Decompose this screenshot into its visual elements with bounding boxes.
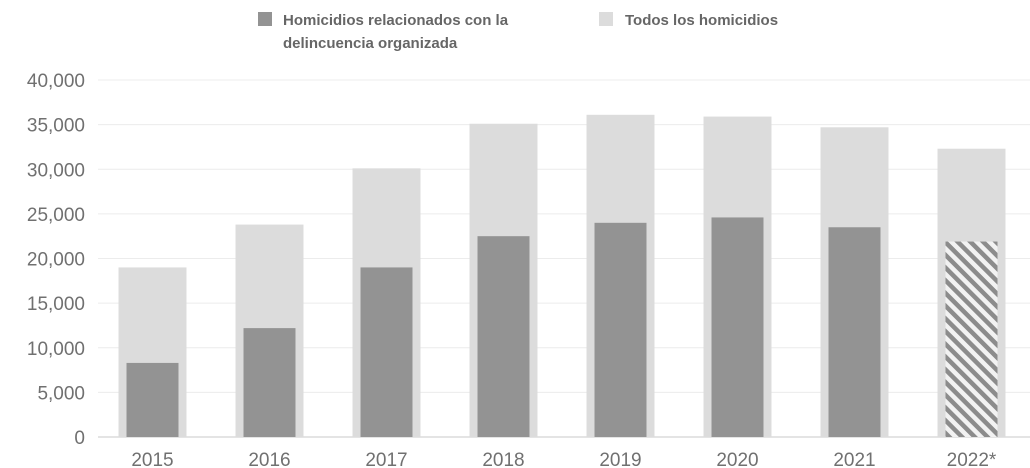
- bar-organized-crime: [594, 222, 647, 437]
- x-tick-label: 2015: [131, 450, 173, 468]
- legend-swatch-organized: [258, 12, 272, 26]
- x-tick-label: 2016: [248, 450, 290, 468]
- bar-organized-crime: [126, 362, 179, 437]
- bar-organized-crime-estimate: [945, 241, 998, 437]
- x-axis: 2015 2016 2017 2018 2019 2020 2021 2022*: [131, 450, 997, 468]
- y-tick-label: 15,000: [27, 294, 85, 315]
- y-axis: 0 5,000 10,000 15,000 20,000 25,000 30,000 35,0…: [27, 71, 85, 449]
- y-tick-label: 10,000: [27, 339, 85, 360]
- x-tick-label: 2020: [716, 450, 758, 468]
- legend-label-all: Todos los homicidios: [625, 12, 778, 29]
- bars: [118, 114, 1006, 438]
- y-tick-label: 5,000: [37, 383, 85, 404]
- bar-organized-crime: [360, 267, 413, 437]
- legend-label-organized-line2: delincuencia organizada: [283, 35, 458, 52]
- x-tick-label: 2019: [599, 450, 641, 468]
- legend-swatch-all: [599, 12, 613, 26]
- y-tick-label: 25,000: [27, 205, 85, 226]
- x-tick-label: 2022*: [947, 450, 997, 468]
- bar-organized-crime: [711, 217, 764, 437]
- y-tick-label: 35,000: [27, 116, 85, 137]
- bar-organized-crime: [828, 227, 881, 437]
- y-tick-label: 0: [74, 428, 85, 449]
- legend-label-organized-line1: Homicidios relacionados con la: [283, 12, 509, 29]
- bar-organized-crime: [477, 236, 530, 437]
- chart-legend: Homicidios relacionados con la delincuen…: [258, 12, 778, 52]
- bar-organized-crime: [243, 328, 296, 437]
- y-tick-label: 30,000: [27, 160, 85, 181]
- x-tick-label: 2017: [365, 450, 407, 468]
- x-tick-label: 2018: [482, 450, 524, 468]
- y-tick-label: 20,000: [27, 250, 85, 271]
- x-tick-label: 2021: [833, 450, 875, 468]
- y-tick-label: 40,000: [27, 71, 85, 92]
